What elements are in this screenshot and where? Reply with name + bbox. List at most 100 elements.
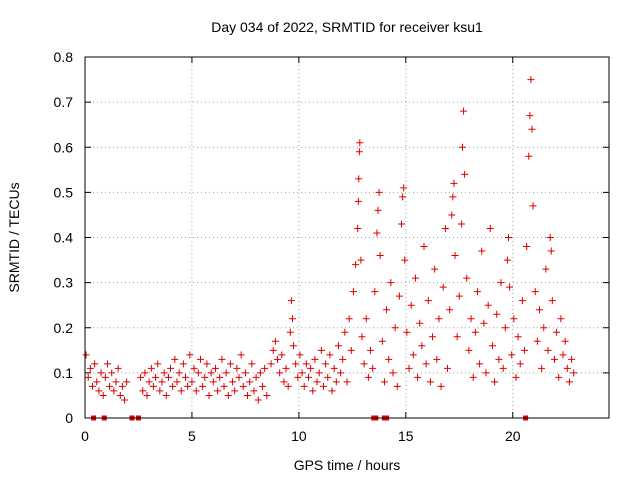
data-point bbox=[237, 351, 245, 359]
data-point bbox=[559, 351, 567, 359]
data-point bbox=[324, 373, 332, 381]
data-point bbox=[362, 315, 370, 323]
data-point bbox=[179, 360, 187, 368]
data-point bbox=[401, 256, 409, 264]
data-point bbox=[86, 364, 94, 372]
y-tick-label: 0.6 bbox=[54, 139, 74, 155]
data-point bbox=[284, 382, 292, 390]
data-point bbox=[375, 188, 383, 196]
data-point bbox=[296, 351, 304, 359]
data-point bbox=[290, 342, 298, 350]
data-point bbox=[93, 378, 101, 386]
data-point bbox=[177, 387, 185, 395]
data-point bbox=[326, 351, 334, 359]
data-point bbox=[91, 360, 99, 368]
data-point bbox=[229, 378, 237, 386]
data-point bbox=[203, 360, 211, 368]
data-point bbox=[114, 364, 122, 372]
data-point bbox=[355, 148, 363, 156]
data-point bbox=[385, 355, 393, 363]
chart-title: Day 034 of 2022, SRMTID for receiver ksu… bbox=[211, 19, 483, 35]
data-point bbox=[317, 346, 325, 354]
data-point bbox=[499, 364, 507, 372]
data-point bbox=[476, 360, 484, 368]
data-point bbox=[553, 328, 561, 336]
data-point bbox=[298, 369, 306, 377]
data-point bbox=[460, 107, 468, 115]
data-point bbox=[302, 360, 310, 368]
data-point bbox=[309, 387, 317, 395]
x-tick-label: 10 bbox=[291, 428, 307, 444]
data-point bbox=[471, 328, 479, 336]
data-point bbox=[341, 328, 349, 336]
data-point bbox=[504, 234, 512, 241]
data-point bbox=[565, 378, 573, 386]
data-point bbox=[88, 382, 96, 390]
data-point bbox=[271, 337, 279, 345]
data-point bbox=[201, 373, 209, 381]
data-point bbox=[528, 125, 536, 133]
data-point bbox=[224, 391, 232, 399]
data-point bbox=[118, 382, 126, 390]
data-point bbox=[441, 224, 449, 232]
data-point bbox=[433, 355, 441, 363]
data-point bbox=[137, 373, 145, 381]
data-point bbox=[465, 346, 473, 354]
data-point bbox=[463, 274, 471, 282]
data-point bbox=[184, 382, 192, 390]
data-point bbox=[167, 364, 175, 372]
data-point bbox=[267, 360, 275, 368]
data-point bbox=[405, 364, 413, 372]
data-point bbox=[526, 112, 534, 120]
data-point bbox=[414, 373, 422, 381]
data-point bbox=[261, 364, 269, 372]
data-point bbox=[426, 378, 434, 386]
data-point bbox=[216, 373, 224, 381]
data-point bbox=[369, 364, 377, 372]
data-point bbox=[319, 382, 327, 390]
data-point bbox=[235, 373, 243, 381]
data-point bbox=[307, 364, 315, 372]
data-point bbox=[374, 206, 382, 214]
data-point bbox=[546, 234, 554, 241]
data-point bbox=[211, 364, 219, 372]
data-point bbox=[354, 197, 362, 205]
data-point bbox=[110, 387, 118, 395]
y-tick-label: 0 bbox=[65, 410, 73, 426]
data-point bbox=[112, 378, 120, 386]
data-point bbox=[488, 342, 496, 350]
data-point bbox=[449, 193, 457, 201]
data-point bbox=[287, 297, 295, 305]
data-point bbox=[276, 369, 284, 377]
data-point bbox=[356, 139, 364, 147]
data-point bbox=[186, 351, 194, 359]
data-point bbox=[563, 364, 571, 372]
data-point bbox=[451, 252, 459, 260]
data-point bbox=[171, 355, 179, 363]
data-point bbox=[568, 355, 576, 363]
data-point bbox=[422, 360, 430, 368]
data-point bbox=[123, 378, 131, 386]
data-point bbox=[84, 373, 92, 381]
data-point bbox=[544, 346, 552, 354]
data-point bbox=[398, 220, 406, 228]
data-point bbox=[182, 373, 190, 381]
y-tick-label: 0.8 bbox=[54, 49, 74, 65]
data-point bbox=[542, 265, 550, 273]
data-point bbox=[273, 355, 281, 363]
data-point bbox=[222, 369, 230, 377]
data-point bbox=[343, 378, 351, 386]
data-point bbox=[373, 229, 381, 237]
data-point bbox=[354, 224, 362, 232]
data-point bbox=[286, 328, 294, 336]
data-point bbox=[411, 274, 419, 282]
data-point bbox=[531, 288, 539, 296]
data-point bbox=[158, 378, 166, 386]
data-point bbox=[514, 333, 522, 341]
data-point bbox=[101, 373, 109, 381]
data-point bbox=[501, 324, 509, 332]
data-point bbox=[523, 243, 531, 251]
data-point bbox=[540, 324, 548, 332]
data-point bbox=[378, 337, 386, 345]
data-point bbox=[252, 373, 260, 381]
